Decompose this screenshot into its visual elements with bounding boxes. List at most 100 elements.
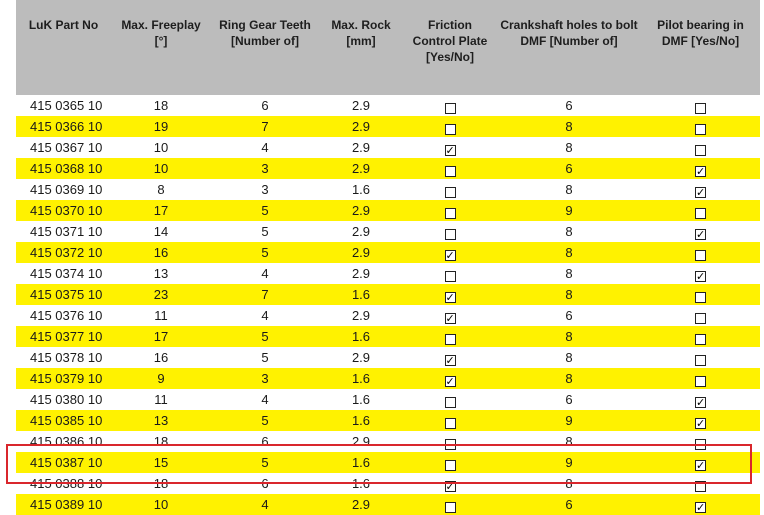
crankshaft-holes-cell: 8 [565, 287, 573, 302]
ring-gear-teeth-cell: 5 [261, 224, 269, 239]
friction-plate-cell: ✓ [403, 305, 497, 326]
max-rock-cell: 1.6 [351, 329, 371, 344]
friction-plate-cell: ✓ [403, 368, 497, 389]
max-rock-cell: 2.9 [351, 497, 371, 512]
friction-plate-cell [403, 452, 497, 473]
part-no-cell: 415 0368 10 [30, 161, 103, 176]
part-no-cell: 415 0377 10 [30, 329, 103, 344]
friction-plate-cell [403, 116, 497, 137]
unchecked-checkbox-icon[interactable] [444, 187, 456, 199]
unchecked-checkbox-icon[interactable] [444, 229, 456, 241]
unchecked-checkbox-icon[interactable] [444, 418, 456, 430]
unchecked-checkbox-icon[interactable] [444, 103, 456, 115]
table-row: 415 0370 10 17 5 2.9 9 [16, 200, 760, 221]
unchecked-checkbox-icon[interactable] [695, 376, 706, 388]
header-crankshaft-holes: Crankshaft holes to bolt DMF [Number of] [500, 18, 638, 48]
checked-checkbox-icon[interactable]: ✓ [444, 144, 456, 158]
unchecked-checkbox-icon[interactable] [695, 355, 706, 367]
max-rock-cell: 2.9 [351, 245, 371, 260]
part-no-cell: 415 0374 10 [30, 266, 103, 281]
unchecked-checkbox-icon[interactable] [695, 481, 706, 493]
checked-checkbox-icon[interactable]: ✓ [695, 459, 706, 473]
pilot-bearing-cell: ✓ [641, 158, 760, 179]
table-row: 415 0380 10 11 4 1.6 6 ✓ [16, 389, 760, 410]
unchecked-checkbox-icon[interactable] [695, 208, 706, 220]
pilot-bearing-cell [641, 347, 760, 368]
checked-checkbox-icon[interactable]: ✓ [444, 291, 456, 305]
ring-gear-teeth-cell: 5 [261, 455, 269, 470]
unchecked-checkbox-icon[interactable] [695, 313, 706, 325]
part-no-cell: 415 0366 10 [30, 119, 103, 134]
unchecked-checkbox-icon[interactable] [695, 124, 706, 136]
max-rock-cell: 2.9 [351, 119, 371, 134]
crankshaft-holes-cell: 6 [565, 308, 573, 323]
unchecked-checkbox-icon[interactable] [444, 502, 456, 514]
checked-checkbox-icon[interactable]: ✓ [695, 165, 706, 179]
freeplay-cell: 13 [153, 266, 169, 281]
header-max-freeplay: Max. Freeplay [°] [121, 18, 201, 48]
max-rock-cell: 2.9 [351, 350, 371, 365]
part-no-cell: 415 0387 10 [30, 455, 103, 470]
checked-checkbox-icon[interactable]: ✓ [695, 396, 706, 410]
freeplay-cell: 14 [153, 224, 169, 239]
pilot-bearing-cell [641, 116, 760, 137]
max-rock-cell: 1.6 [351, 455, 371, 470]
unchecked-checkbox-icon[interactable] [695, 439, 706, 451]
unchecked-checkbox-icon[interactable] [695, 145, 706, 157]
unchecked-checkbox-icon[interactable] [444, 439, 456, 451]
checked-checkbox-icon[interactable]: ✓ [695, 417, 706, 431]
checked-checkbox-icon[interactable]: ✓ [695, 270, 706, 284]
crankshaft-holes-cell: 9 [565, 413, 573, 428]
checked-checkbox-icon[interactable]: ✓ [695, 186, 706, 200]
friction-plate-cell [403, 389, 497, 410]
unchecked-checkbox-icon[interactable] [444, 208, 456, 220]
table-row: 415 0366 10 19 7 2.9 8 [16, 116, 760, 137]
checked-checkbox-icon[interactable]: ✓ [444, 375, 456, 389]
table-row: 415 0379 10 9 3 1.6 ✓ 8 [16, 368, 760, 389]
checked-checkbox-icon[interactable]: ✓ [695, 228, 706, 242]
checked-checkbox-icon[interactable]: ✓ [695, 501, 706, 515]
checked-checkbox-icon[interactable]: ✓ [444, 312, 456, 326]
max-rock-cell: 2.9 [351, 140, 371, 155]
freeplay-cell: 19 [153, 119, 169, 134]
table-body: 415 0365 10 18 6 2.9 6 415 0366 10 19 7 2.9 8 415 … [16, 95, 760, 515]
unchecked-checkbox-icon[interactable] [444, 271, 456, 283]
unchecked-checkbox-icon[interactable] [695, 292, 706, 304]
table-row: 415 0389 10 10 4 2.9 6 ✓ [16, 494, 760, 515]
pilot-bearing-cell [641, 326, 760, 347]
unchecked-checkbox-icon[interactable] [444, 334, 456, 346]
part-no-cell: 415 0372 10 [30, 245, 103, 260]
header-max-rock: Max. Rock [mm] [331, 18, 391, 48]
crankshaft-holes-cell: 6 [565, 497, 573, 512]
ring-gear-teeth-cell: 4 [261, 266, 269, 281]
checked-checkbox-icon[interactable]: ✓ [444, 480, 456, 494]
unchecked-checkbox-icon[interactable] [695, 103, 706, 115]
ring-gear-teeth-cell: 6 [261, 434, 269, 449]
unchecked-checkbox-icon[interactable] [444, 397, 456, 409]
ring-gear-teeth-cell: 5 [261, 245, 269, 260]
table-row: 415 0368 10 10 3 2.9 6 ✓ [16, 158, 760, 179]
max-rock-cell: 1.6 [351, 182, 371, 197]
checked-checkbox-icon[interactable]: ✓ [444, 249, 456, 263]
table-row: 415 0372 10 16 5 2.9 ✓ 8 [16, 242, 760, 263]
freeplay-cell: 16 [153, 245, 169, 260]
part-no-cell: 415 0371 10 [30, 224, 103, 239]
pilot-bearing-cell [641, 200, 760, 221]
friction-plate-cell [403, 200, 497, 221]
crankshaft-holes-cell: 9 [565, 455, 573, 470]
checked-checkbox-icon[interactable]: ✓ [444, 354, 456, 368]
unchecked-checkbox-icon[interactable] [695, 250, 706, 262]
unchecked-checkbox-icon[interactable] [444, 166, 456, 178]
table-row: 415 0386 10 18 6 2.9 8 [16, 431, 760, 452]
header-friction-control-plate: Friction Control Plate [Yes/No] [412, 18, 488, 64]
unchecked-checkbox-icon[interactable] [444, 124, 456, 136]
unchecked-checkbox-icon[interactable] [695, 334, 706, 346]
friction-plate-cell [403, 95, 497, 116]
max-rock-cell: 2.9 [351, 203, 371, 218]
part-no-cell: 415 0385 10 [30, 413, 103, 428]
unchecked-checkbox-icon[interactable] [444, 460, 456, 472]
crankshaft-holes-cell: 8 [565, 266, 573, 281]
ring-gear-teeth-cell: 5 [261, 413, 269, 428]
ring-gear-teeth-cell: 3 [261, 371, 269, 386]
table-row: 415 0367 10 10 4 2.9 ✓ 8 [16, 137, 760, 158]
